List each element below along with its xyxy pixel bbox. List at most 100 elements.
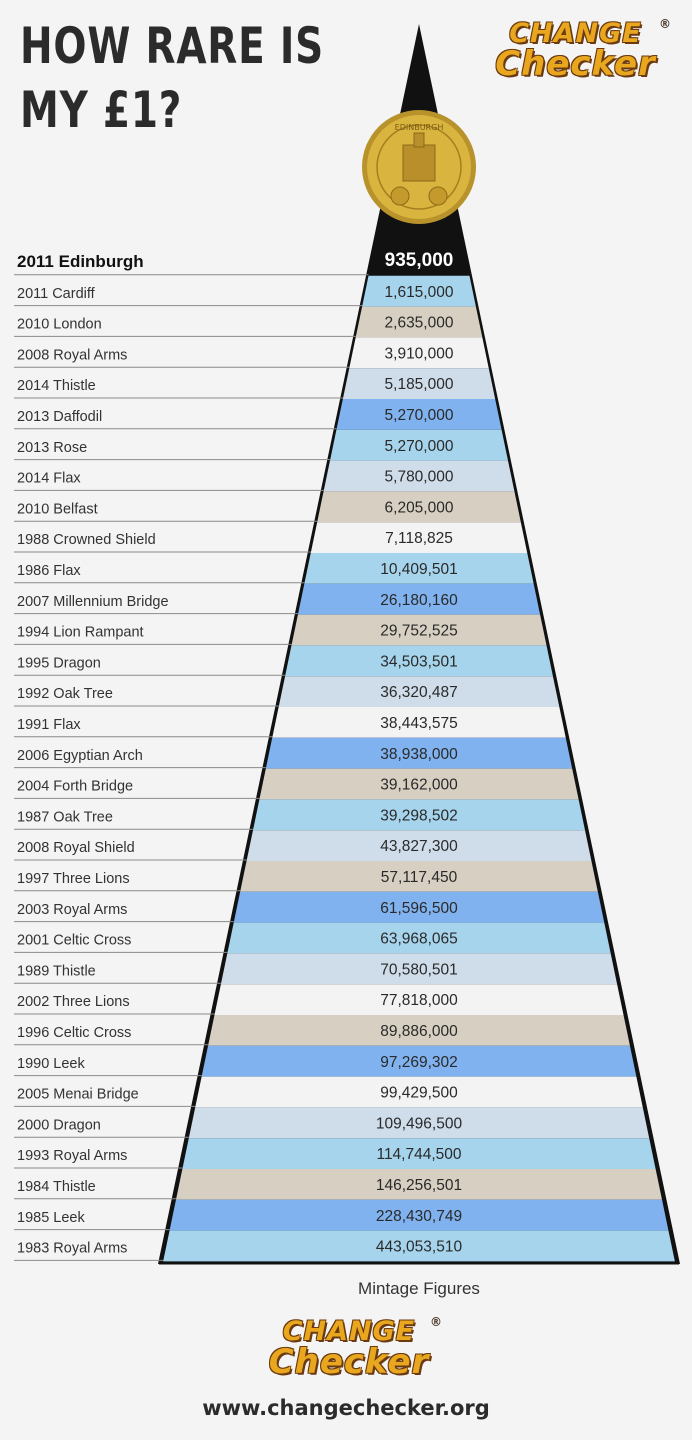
category-label-5: 2014 Thistle	[17, 378, 96, 394]
category-label-7: 2013 Rose	[17, 440, 87, 456]
band-20	[246, 830, 592, 861]
value-label-13: 29,752,525	[380, 623, 458, 640]
band-17	[265, 737, 573, 769]
value-label-1: 935,000	[385, 250, 454, 271]
band-33	[163, 1230, 675, 1262]
value-label-25: 77,818,000	[380, 992, 458, 1009]
value-label-27: 97,269,302	[380, 1054, 458, 1071]
category-label-27: 1990 Leek	[17, 1056, 85, 1072]
category-label-32: 1985 Leek	[17, 1210, 85, 1226]
category-label-24: 1989 Thistle	[17, 963, 96, 979]
band-25	[214, 984, 624, 1015]
band-31	[175, 1169, 663, 1200]
category-label-3: 2010 London	[17, 317, 102, 333]
band-4	[349, 337, 489, 369]
category-label-9: 2010 Belfast	[17, 501, 98, 517]
category-label-25: 2002 Three Lions	[17, 994, 130, 1010]
value-label-18: 39,162,000	[380, 777, 458, 794]
logo-footer-line-2: Checker	[268, 1342, 430, 1382]
value-label-30: 114,744,500	[376, 1146, 461, 1163]
band-7	[330, 429, 508, 461]
value-label-26: 89,886,000	[380, 1023, 458, 1040]
category-label-10: 1988 Crowned Shield	[17, 532, 156, 548]
band-2	[362, 275, 476, 307]
value-label-7: 5,270,000	[385, 438, 454, 455]
band-11	[304, 553, 534, 584]
value-label-31: 146,256,501	[376, 1177, 462, 1194]
category-label-2: 2011 Cardiff	[17, 286, 96, 302]
band-32	[169, 1199, 669, 1231]
title-line-2: MY £1?	[20, 81, 183, 139]
value-label-10: 7,118,825	[385, 530, 453, 547]
category-label-33: 1983 Royal Arms	[17, 1241, 127, 1257]
band-14	[285, 645, 553, 677]
category-label-21: 1997 Three Lions	[17, 871, 130, 887]
band-29	[188, 1107, 650, 1139]
value-label-21: 57,117,450	[381, 869, 458, 886]
band-26	[208, 1015, 630, 1046]
category-label-23: 2001 Celtic Cross	[17, 933, 131, 949]
category-label-30: 1993 Royal Arms	[17, 1148, 127, 1164]
coin-left-boss	[390, 186, 410, 206]
website-link[interactable]: www.changechecker.org	[202, 1396, 490, 1420]
band-30	[182, 1138, 656, 1169]
value-label-15: 36,320,487	[380, 684, 458, 701]
band-19	[252, 799, 586, 831]
category-label-19: 1987 Oak Tree	[17, 809, 113, 825]
category-label-4: 2008 Royal Arms	[17, 347, 127, 363]
coin-castle-tower	[413, 132, 425, 148]
band-15	[278, 676, 560, 707]
registered-mark-footer: ®	[430, 1315, 442, 1329]
change-checker-logo-footer[interactable]: CHANGE Checker ®	[254, 1315, 444, 1382]
category-label-22: 2003 Royal Arms	[17, 902, 127, 918]
band-6	[336, 399, 502, 430]
logo-line-2: Checker	[495, 44, 656, 84]
category-label-31: 1984 Thistle	[17, 1179, 96, 1195]
value-label-19: 39,298,502	[380, 807, 458, 824]
coin-castle	[402, 144, 436, 182]
band-23	[227, 922, 611, 954]
value-label-6: 5,270,000	[385, 407, 454, 424]
value-label-23: 63,968,065	[380, 931, 458, 948]
band-24	[220, 953, 618, 985]
value-label-4: 3,910,000	[385, 345, 454, 362]
value-label-20: 43,827,300	[380, 838, 458, 855]
value-label-17: 38,938,000	[380, 746, 458, 763]
value-label-2: 1,615,000	[385, 284, 454, 301]
category-label-15: 1992 Oak Tree	[17, 686, 113, 702]
category-label-18: 2004 Forth Bridge	[17, 779, 133, 795]
registered-mark: ®	[659, 17, 671, 31]
band-28	[195, 1076, 643, 1108]
band-8	[323, 460, 515, 492]
band-12	[297, 583, 541, 615]
band-13	[291, 614, 547, 646]
logo-line-1: CHANGE	[509, 18, 642, 49]
value-label-11: 10,409,501	[380, 561, 458, 578]
change-checker-logo[interactable]: CHANGE Checker ®	[478, 17, 673, 84]
value-label-12: 26,180,160	[380, 592, 458, 609]
coin-right-boss	[428, 186, 448, 206]
category-label-28: 2005 Menai Bridge	[17, 1087, 139, 1103]
value-label-8: 5,780,000	[385, 469, 454, 486]
category-label-11: 1986 Flax	[17, 563, 81, 579]
category-label-14: 1995 Dragon	[17, 655, 101, 671]
band-5	[342, 368, 496, 399]
coin-inscription: EDINBURGH	[395, 123, 444, 132]
category-label-16: 1991 Flax	[17, 717, 81, 733]
logo-footer-line-1: CHANGE	[282, 1316, 416, 1347]
band-3	[355, 306, 483, 338]
category-label-1: 2011 Edinburgh	[17, 252, 144, 271]
value-label-9: 6,205,000	[385, 499, 454, 516]
band-27	[201, 1045, 637, 1077]
band-21	[240, 861, 598, 892]
value-label-33: 443,053,510	[376, 1239, 463, 1256]
category-label-13: 1994 Lion Rampant	[17, 625, 144, 641]
category-label-12: 2007 Millennium Bridge	[17, 594, 169, 610]
category-label-29: 2000 Dragon	[17, 1117, 101, 1133]
value-label-29: 109,496,500	[376, 1115, 463, 1132]
band-22	[233, 891, 605, 923]
category-label-6: 2013 Daffodil	[17, 409, 102, 425]
category-label-20: 2008 Royal Shield	[17, 840, 135, 856]
value-label-32: 228,430,749	[376, 1208, 462, 1225]
